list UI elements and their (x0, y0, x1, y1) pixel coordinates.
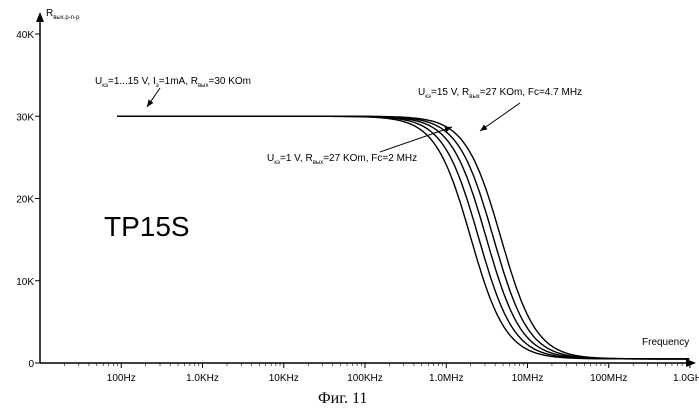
x-tick-label: 100Hz (107, 373, 136, 384)
arrow-top-right-head (480, 125, 488, 132)
annotation-top-right: Uкэ=15 V, Rвых=27 KOm, Fc=4.7 MHz (418, 87, 582, 100)
x-tick-label: 10KHz (269, 373, 299, 384)
x-tick-label: 1.0KHz (186, 373, 219, 384)
x-tick-label: 100KHz (347, 373, 383, 384)
y-tick-label: 40K (16, 30, 34, 41)
arrow-middle (380, 127, 452, 152)
y-tick-label: 0 (28, 359, 34, 370)
x-axis-arrow (686, 359, 696, 367)
y-tick-label: 30K (16, 112, 34, 123)
figure-caption: Фиг. 11 (318, 390, 367, 407)
x-axis-label: Frequency (642, 337, 689, 348)
y-tick-label: 20K (16, 195, 34, 206)
x-tick-label: 1.0GHz (673, 373, 699, 384)
y-tick-label: 10K (16, 277, 34, 288)
annotation-top-left: Uкэ=1...15 V, Iэ=1mA, Rвых=30 KOm (95, 76, 251, 89)
arrow-top-left-head (147, 100, 153, 108)
y-axis-label: Rвых.p-n-p (46, 8, 80, 21)
annotation-middle: Uкэ=1 V, Rвых=27 KOm, Fc=2 MHz (267, 153, 417, 166)
x-tick-label: 100MHz (590, 373, 627, 384)
arrow-top-right (480, 103, 520, 131)
annotations: Uкэ=1...15 V, Iэ=1mA, Rвых=30 KOm Uкэ=15 … (95, 76, 582, 166)
x-tick-label: 10MHz (512, 373, 544, 384)
y-axis-arrow (36, 12, 44, 22)
axes: Rвых.p-n-p Frequency (36, 8, 696, 367)
x-tick-label: 1.0MHz (429, 373, 463, 384)
device-label: TP15S (104, 211, 190, 242)
